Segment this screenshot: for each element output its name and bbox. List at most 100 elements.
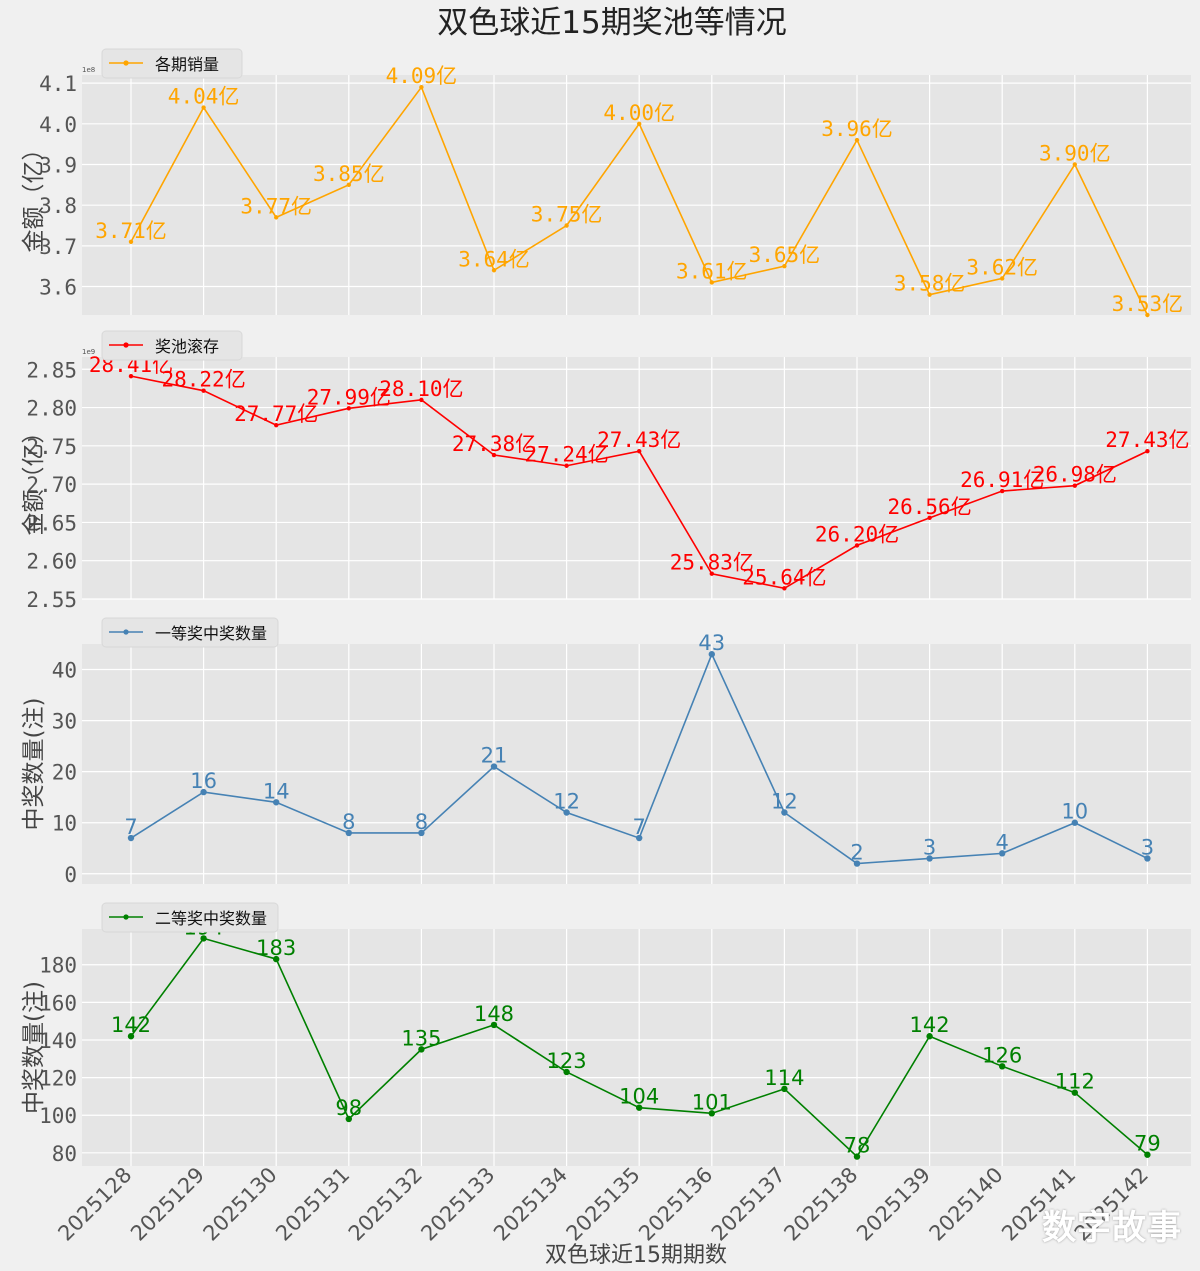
x-tick-label: 2025138 — [779, 1163, 862, 1246]
x-tick-label: 2025130 — [199, 1163, 282, 1246]
data-point — [201, 388, 206, 393]
legend-label: 一等奖中奖数量 — [155, 624, 267, 643]
data-label: 7 — [633, 815, 646, 839]
x-tick-labels: 2025128202512920251302025131202513220251… — [53, 1163, 1153, 1246]
data-point — [926, 1033, 933, 1040]
y-tick-label: 2.55 — [26, 588, 77, 612]
legend: 一等奖中奖数量 — [101, 617, 279, 648]
legend-marker — [123, 914, 129, 920]
data-label: 3.61亿 — [676, 259, 748, 283]
data-point — [782, 586, 787, 591]
data-point — [200, 788, 207, 796]
data-label: 4.04亿 — [168, 85, 240, 109]
legend-marker — [123, 60, 129, 66]
y-tick-label: 4.0 — [39, 113, 77, 137]
data-point — [927, 292, 932, 297]
data-point — [419, 85, 424, 90]
y-tick-label: 80 — [52, 1142, 77, 1166]
watermark: 数字故事 — [1042, 1208, 1182, 1248]
chart-title: 双色球近15期奖池等情况 — [437, 5, 786, 41]
data-point — [927, 515, 932, 521]
x-tick-label: 2025137 — [707, 1163, 790, 1246]
data-point — [491, 452, 497, 458]
data-point — [127, 1033, 135, 1040]
data-point — [1000, 276, 1005, 281]
data-label: 142 — [111, 1013, 151, 1037]
panel-4: 80100120140160180中奖数量(注)1421941839813514… — [21, 902, 1191, 1166]
data-label: 142 — [910, 1013, 950, 1037]
legend-box — [101, 617, 279, 648]
data-point — [490, 763, 498, 770]
x-tick-label: 2025136 — [634, 1163, 717, 1246]
data-label: 27.38亿 — [452, 432, 536, 456]
plot-area — [82, 75, 1191, 315]
data-point — [1145, 312, 1150, 318]
x-tick-label: 2025140 — [925, 1163, 1008, 1246]
plot-area — [82, 357, 1191, 599]
data-label: 43 — [698, 631, 725, 655]
y-tick-label: 180 — [39, 954, 77, 978]
y-tick-label: 2.60 — [26, 550, 77, 574]
data-point — [564, 463, 569, 468]
panel-1: 3.6 3.7 3.8 3.9 4.0 4.1 1e8 金额（亿） 3.71亿 4.04亿 3.77… — [21, 48, 1191, 318]
data-label: 28.22亿 — [161, 368, 245, 392]
x-tick-label: 2025135 — [562, 1163, 645, 1246]
y-axis-label: 金额（亿） — [21, 138, 47, 253]
y-tick-label: 140 — [39, 1029, 77, 1053]
data-label: 8 — [415, 810, 428, 834]
legend-label: 奖池滚存 — [155, 337, 219, 356]
data-point — [418, 1046, 425, 1053]
y-tick-label: 40 — [52, 659, 77, 683]
y-axis-label: 中奖数量(注) — [21, 698, 47, 831]
data-label: 126 — [982, 1043, 1022, 1067]
data-label: 3.64亿 — [458, 247, 530, 271]
data-point — [781, 1085, 788, 1093]
data-label: 3.62亿 — [966, 255, 1038, 279]
data-label: 104 — [619, 1085, 659, 1109]
data-point — [201, 105, 206, 110]
data-point — [636, 1104, 643, 1111]
data-label: 12 — [771, 790, 798, 814]
data-label: 4.00亿 — [603, 101, 675, 125]
data-point — [127, 834, 135, 842]
data-point — [128, 239, 134, 244]
data-point — [346, 406, 351, 411]
x-tick-label: 2025132 — [344, 1163, 427, 1246]
data-point — [637, 448, 642, 454]
y-tick-label: 100 — [39, 1104, 77, 1128]
data-point — [200, 935, 207, 942]
data-label: 26.91亿 — [960, 468, 1044, 492]
data-label: 112 — [1055, 1070, 1095, 1094]
data-label: 27.24亿 — [524, 443, 608, 467]
data-point — [709, 280, 714, 285]
data-label: 183 — [256, 936, 296, 960]
data-point — [490, 1021, 498, 1029]
data-point — [1000, 488, 1005, 494]
data-point — [709, 571, 714, 576]
data-label: 27.43亿 — [597, 428, 681, 452]
x-tick-label: 2025139 — [852, 1163, 935, 1246]
legend-box — [101, 330, 243, 361]
data-point — [1144, 1151, 1151, 1158]
legend: 各期销量 — [101, 48, 243, 79]
data-label: 26.56亿 — [887, 495, 971, 519]
y-tick-label: 3.6 — [39, 276, 77, 300]
x-tick-label: 2025134 — [489, 1163, 572, 1246]
y-tick-label: 2.75 — [26, 435, 77, 459]
data-point — [781, 809, 788, 816]
data-label: 3.58亿 — [894, 272, 966, 296]
plot-area — [82, 644, 1191, 884]
data-label: 4.09亿 — [386, 64, 458, 88]
data-label: 27.99亿 — [307, 385, 391, 409]
panel-2: 2.552.602.652.702.752.802.851e9金额（亿）28.4… — [21, 330, 1191, 612]
data-label: 3.53亿 — [1112, 292, 1184, 316]
data-label: 78 — [844, 1134, 871, 1158]
data-label: 3.85亿 — [313, 162, 385, 186]
data-point — [564, 223, 569, 228]
data-point — [274, 215, 279, 220]
data-point — [999, 1063, 1006, 1070]
data-label: 101 — [692, 1090, 732, 1114]
data-label: 3.96亿 — [821, 117, 893, 141]
data-label: 3 — [923, 835, 936, 859]
legend-box — [101, 902, 279, 933]
